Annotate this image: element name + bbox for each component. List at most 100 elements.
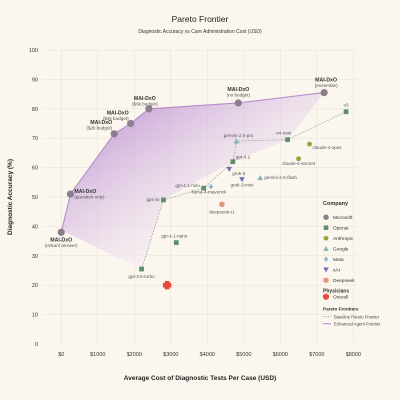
legend-title-physicians: Physicians (323, 289, 349, 295)
data-point-microsoft (110, 130, 118, 138)
data-point-microsoft (127, 119, 135, 128)
data-point-openai (139, 266, 144, 272)
data-point-openai (285, 137, 291, 143)
legend-label: Microsoft (333, 215, 353, 221)
legend-marker-anthropic (323, 235, 329, 241)
point-label: gpt-4.1-mini (175, 183, 199, 188)
y-tick-label: 70 (32, 136, 38, 142)
legend-marker-meta (323, 256, 329, 262)
point-label-name: MAI-DxO (227, 87, 249, 93)
y-tick-label: 10 (32, 313, 38, 319)
legend-label: Baseline Pareto Frontier (334, 315, 380, 320)
legend-label: Overall (333, 295, 348, 301)
chart-title: Pareto Frontier (172, 14, 229, 24)
grid (43, 49, 357, 345)
point-label-name: MAI-DxO (90, 120, 112, 126)
point-label: llama-4-maverick (191, 190, 227, 195)
axes: 0 10 20 30 40 50 60 70 80 90 100 $0 $1000 $2000 $3000 $… (29, 48, 361, 358)
x-tick-label: $2000 (127, 352, 142, 358)
legend-label: Meta (333, 257, 344, 263)
data-point-anthropic (295, 155, 302, 162)
point-label: gemini-2.5-pro (224, 133, 254, 138)
data-point-xai (226, 166, 233, 172)
point-label: o4-mini (276, 131, 291, 136)
legend-label: Anthropic (333, 236, 354, 242)
y-tick-label: 40 (32, 224, 38, 230)
legend-marker-overall (323, 293, 329, 300)
legend-marker-openai (323, 225, 329, 230)
legend-label: Openai (333, 226, 348, 232)
point-label: o3 (343, 103, 349, 108)
x-tick-label: $0 (58, 352, 64, 358)
point-label-sub: (instant answer) (45, 243, 78, 248)
legend-marker-deepseek (323, 277, 329, 283)
y-tick-label: 20 (32, 283, 38, 289)
frontier-fill-area (61, 92, 325, 269)
data-point-openai (161, 197, 166, 203)
legend-title-company: Company (323, 201, 349, 207)
y-tick-label: 90 (32, 77, 38, 83)
x-tick-label: $3000 (163, 352, 178, 358)
data-point-microsoft (234, 99, 242, 107)
y-tick-label: 100 (29, 48, 38, 54)
point-label-sub: (ensemble) (315, 83, 338, 88)
point-label: claude-4-opus (313, 145, 343, 150)
point-label-name: MAI-DxO (50, 237, 72, 243)
data-point-microsoft (57, 228, 65, 236)
x-tick-label: $5000 (236, 352, 251, 358)
data-point-openai (201, 185, 207, 191)
data-points (57, 89, 349, 290)
legend: Company Microsoft Openai Anthropic Google Met… (323, 201, 381, 327)
y-tick-label: 30 (32, 254, 38, 260)
point-label-name: MAI-DxO (74, 189, 96, 195)
y-axis-label: Diagnostic Accuracy (%) (7, 159, 14, 235)
point-label: grok-3 (232, 171, 245, 176)
x-tick-label: $4000 (200, 352, 215, 358)
legend-label: Deepseek (333, 278, 355, 284)
data-point-overall (162, 281, 172, 290)
data-point-openai (343, 109, 349, 115)
legend-marker-microsoft (323, 214, 329, 220)
data-point-openai (173, 240, 179, 245)
point-label: gpt-4o (146, 197, 159, 202)
data-point-microsoft (145, 105, 153, 113)
point-label-name: MAI-DxO (134, 96, 156, 102)
point-label-sub: (no budget) (227, 92, 251, 97)
data-point-openai (230, 159, 236, 165)
legend-title-frontiers: Pareto Frontiers (323, 307, 359, 312)
point-label-sub: ($6k budget) (132, 101, 158, 106)
chart-subtitle: Diagnostic Accuracy vs Care Administrati… (138, 29, 262, 35)
point-label: gpt-4.1 (236, 155, 251, 160)
point-label-name: MAI-DxO (107, 111, 129, 117)
x-tick-label: $7000 (309, 352, 324, 358)
point-label: gpt-3.5-turbo (128, 274, 155, 279)
legend-label: xAI (333, 268, 340, 274)
data-point-google (257, 175, 264, 181)
legend-marker-google (323, 246, 329, 251)
legend-label: Google (333, 247, 349, 253)
x-tick-label: $6000 (273, 352, 288, 358)
y-tick-label: 60 (32, 166, 38, 172)
frontier-fill-polygon (61, 92, 325, 269)
point-label: claude-4-sonnet (282, 161, 316, 166)
data-point-anthropic (306, 141, 313, 147)
data-point-microsoft (66, 190, 74, 198)
x-tick-label: $8000 (346, 352, 361, 358)
point-label-sub: ($2k budget) (86, 125, 112, 130)
x-axis-label: Average Cost of Diagnostic Tests Per Cas… (124, 375, 276, 382)
point-label-name: MAI-DxO (315, 78, 337, 84)
data-point-google (233, 138, 240, 144)
point-labels: MAI-DxO(instant answer)MAI-DxO(question … (45, 78, 349, 279)
y-tick-label: 80 (32, 107, 38, 113)
y-tick-label: 0 (35, 342, 38, 348)
point-label-sub: (question only) (74, 195, 105, 200)
data-point-microsoft (320, 89, 328, 97)
data-point-meta (208, 183, 214, 190)
legend-marker-xai (323, 267, 329, 273)
point-label: gemini-2.5-flash (264, 175, 297, 180)
x-tick-label: $1000 (90, 352, 105, 358)
point-label-sub: ($4k budget) (103, 116, 129, 121)
point-label: deepseek-r1 (209, 209, 235, 214)
